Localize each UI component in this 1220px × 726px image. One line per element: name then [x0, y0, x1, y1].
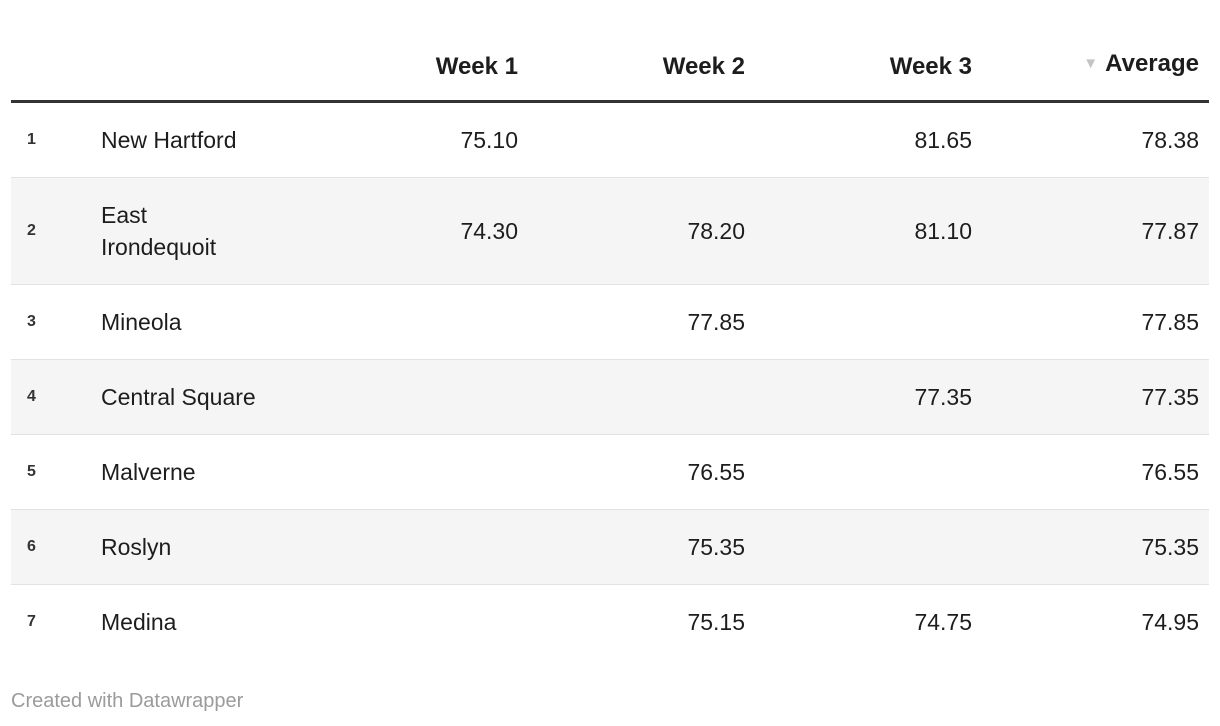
column-label-week2: Week 2: [662, 53, 745, 80]
data-table: Week 1 Week 2 Week 3 ▼ Average 1 New Hart…: [11, 15, 1209, 659]
row-rank: 1: [27, 131, 36, 148]
row-rank: 3: [27, 313, 36, 330]
table-row: 6 Roslyn 75.35 75.35: [11, 509, 1209, 585]
datawrapper-credit-link[interactable]: Created with Datawrapper: [11, 690, 244, 712]
row-rank: 4: [27, 388, 36, 405]
row-name: New Hartford: [101, 127, 237, 153]
cell-week2: 77.85: [687, 309, 745, 335]
cell-week2: 75.15: [687, 609, 745, 635]
cell-week1: [301, 360, 528, 435]
column-label-week1: Week 1: [435, 53, 518, 80]
row-name: Medina: [101, 609, 177, 635]
sort-desc-icon: ▼: [1083, 55, 1099, 72]
cell-week3: [755, 285, 982, 360]
cell-week1: 75.10: [460, 127, 518, 153]
cell-average: 76.55: [1141, 459, 1199, 485]
table-row: 4 Central Square 77.35 77.35: [11, 359, 1209, 435]
cell-average: 78.38: [1141, 127, 1199, 153]
cell-week2: [528, 102, 755, 178]
row-name: Malverne: [101, 459, 196, 485]
header-week1[interactable]: Week 1: [301, 15, 528, 103]
table-row: 7 Medina 75.15 74.75 74.95: [11, 584, 1209, 660]
row-name: Central Square: [101, 384, 256, 410]
column-label-average: Average: [1105, 50, 1199, 77]
row-rank: 7: [27, 613, 36, 630]
header-name-column: [101, 15, 301, 103]
cell-week3: [755, 435, 982, 510]
cell-week1: [301, 510, 528, 585]
cell-week2: 75.35: [687, 534, 745, 560]
row-name: Roslyn: [101, 534, 172, 560]
table-row: 5 Malverne 76.55 76.55: [11, 434, 1209, 510]
row-name: East Irondequoit: [101, 202, 217, 260]
cell-week3: 77.35: [914, 384, 972, 410]
column-label-week3: Week 3: [889, 53, 972, 80]
header-average[interactable]: ▼ Average: [982, 15, 1209, 103]
table-body: 1 New Hartford 75.10 81.65 78.38 2 East …: [11, 101, 1209, 660]
cell-week3: 74.75: [914, 609, 972, 635]
header-week2[interactable]: Week 2: [528, 15, 755, 103]
row-rank: 2: [27, 222, 36, 239]
row-name: Mineola: [101, 309, 182, 335]
cell-average: 77.87: [1141, 218, 1199, 244]
attribution-bar: Created with Datawrapper: [11, 689, 1209, 713]
header-rank-column: [11, 15, 101, 103]
cell-week3: 81.10: [914, 218, 972, 244]
cell-week3: [755, 510, 982, 585]
cell-average: 74.95: [1141, 609, 1199, 635]
table-row: 3 Mineola 77.85 77.85: [11, 284, 1209, 360]
table-row: 2 East Irondequoit 74.30 78.20 81.10 77.…: [11, 177, 1209, 285]
header-week3[interactable]: Week 3: [755, 15, 982, 103]
cell-average: 77.85: [1141, 309, 1199, 335]
cell-week1: 74.30: [460, 218, 518, 244]
table-row: 1 New Hartford 75.10 81.65 78.38: [11, 101, 1209, 178]
cell-week1: [301, 585, 528, 660]
cell-week3: 81.65: [914, 127, 972, 153]
cell-week1: [301, 435, 528, 510]
header-row: Week 1 Week 2 Week 3 ▼ Average: [11, 15, 1209, 103]
cell-week1: [301, 285, 528, 360]
cell-week2: 78.20: [687, 218, 745, 244]
cell-average: 75.35: [1141, 534, 1199, 560]
cell-week2: 76.55: [687, 459, 745, 485]
row-rank: 5: [27, 463, 36, 480]
row-rank: 6: [27, 538, 36, 555]
cell-average: 77.35: [1141, 384, 1199, 410]
cell-week2: [528, 360, 755, 435]
